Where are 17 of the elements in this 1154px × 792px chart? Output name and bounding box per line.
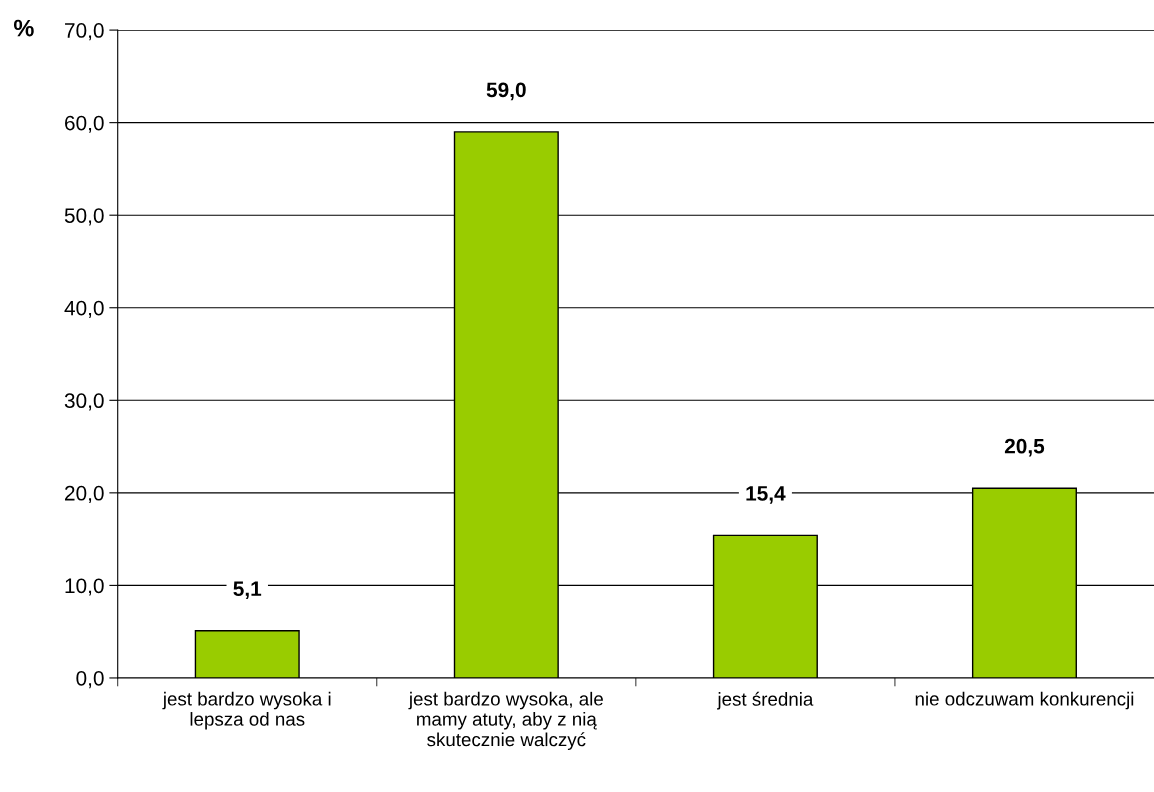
x-tick-label: jest średnia: [716, 691, 814, 710]
data-label: 5,1: [233, 581, 262, 600]
x-tick-label: jest bardzo wysoka, ale mamy atuty, aby z nią skutecznie walczyć: [408, 691, 603, 750]
y-tick-label: 20,0: [65, 485, 104, 504]
y-tick-label: 60,0: [65, 115, 104, 133]
data-label: 20,5: [1004, 438, 1045, 457]
y-tick-label: 0,0: [76, 670, 104, 689]
x-tick-label: jest bardzo wysoka i lepsza od nas: [162, 691, 331, 730]
data-label: 15,4: [746, 486, 786, 504]
y-tick-label: 30,0: [64, 393, 104, 411]
data-label: 59,0: [486, 82, 526, 101]
y-tick-label: 10,0: [65, 578, 104, 596]
y-axis-title: %: [13, 19, 34, 37]
x-tick-label: nie odczuwam konkurencji: [915, 691, 1134, 710]
y-tick-label: 70,0: [65, 23, 104, 41]
y-tick-label: 50,0: [64, 208, 104, 226]
y-tick-label: 40,0: [64, 300, 104, 318]
